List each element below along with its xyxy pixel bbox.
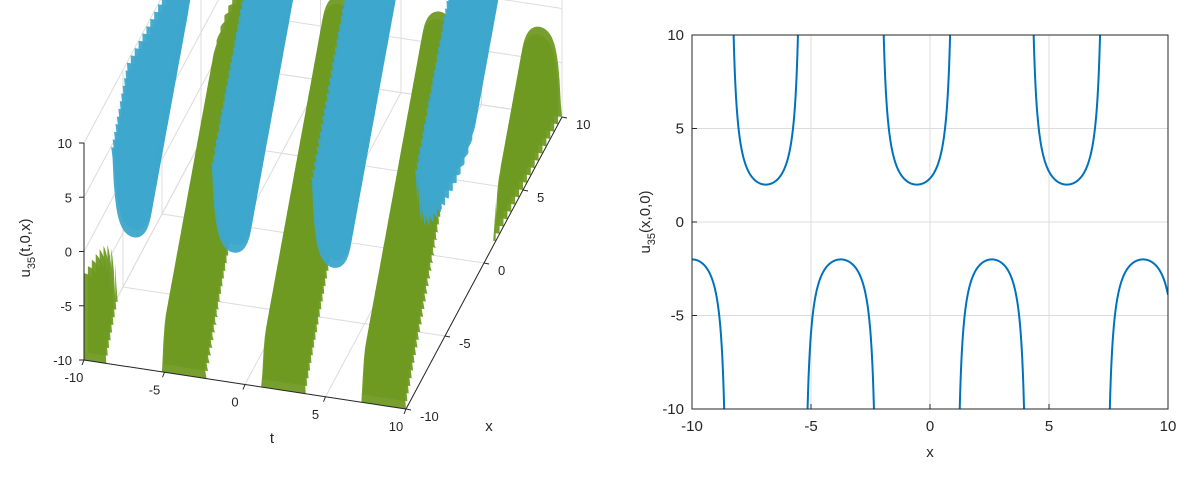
surface-axes — [79, 116, 568, 415]
y-tick-label: -5 — [671, 308, 684, 325]
x-tick-label: 10 — [1160, 418, 1177, 435]
x-tick-label: 0 — [498, 263, 505, 278]
surface-t-axis-label: t — [270, 430, 275, 447]
surface-lower-branch — [259, 303, 309, 395]
t-tick-mark — [323, 396, 326, 402]
surface-upper-branch — [209, 162, 259, 253]
line-chart-frame — [691, 34, 1169, 410]
surface-upper-branch — [110, 147, 159, 238]
surface-z-axis-label: u35(t,0,x) — [17, 219, 38, 278]
x-tick-label: -5 — [804, 418, 817, 435]
t-tick-label: -10 — [65, 370, 84, 385]
x-tick-mark — [561, 116, 568, 119]
line-chart-grid — [691, 34, 1169, 410]
line-x-axis-label: x — [926, 444, 934, 461]
z-tick-label: 10 — [58, 136, 72, 151]
x-tick-label: 0 — [926, 418, 934, 435]
y-tick-label: -10 — [662, 401, 684, 418]
x-tick-label: -10 — [681, 418, 703, 435]
z-tick-label: 0 — [65, 245, 72, 260]
t-tick-label: 5 — [312, 407, 319, 422]
t-tick-label: -5 — [149, 382, 161, 397]
y-tick-label: 10 — [667, 27, 684, 44]
x-tick-mark — [405, 408, 412, 411]
surface-lower-branch — [492, 172, 500, 234]
surface-lower-branch — [159, 288, 208, 379]
surface-chart: -10 -5 0 5 10 -10 -5 0 5 10 -10 -5 0 5 10 t x u35(t,0,… — [17, 0, 590, 447]
surface-plot — [84, 0, 562, 409]
y-tick-label: 5 — [676, 121, 684, 138]
surface-upper-branch — [309, 177, 358, 268]
surface-upper-branch — [414, 161, 422, 224]
surface-upper-branch — [189, 0, 191, 7]
surface-lower-branch — [358, 318, 406, 409]
t-tick-label: 0 — [231, 395, 238, 410]
t-tick-mark — [242, 384, 246, 390]
z-tick-label: -5 — [60, 299, 72, 314]
surface-x-axis-label: x — [485, 418, 493, 435]
x-tick-label: 5 — [1045, 418, 1053, 435]
x-tick-label: -5 — [459, 336, 471, 351]
x-tick-label: 10 — [576, 117, 590, 132]
t-tick-label: 10 — [389, 419, 403, 434]
z-tick-label: 5 — [65, 190, 72, 205]
back-wall-grid-line — [502, 0, 563, 9]
x-tick-label: -10 — [420, 409, 439, 424]
x-tick-mark — [522, 189, 529, 192]
x-tick-label: 5 — [537, 190, 544, 205]
x-tick-mark — [483, 262, 490, 265]
surface-tick-labels: -10 -5 0 5 10 -10 -5 0 5 10 -10 -5 0 5 10 — [53, 117, 590, 434]
line-chart-tick-labels: -10 -5 0 5 10 -10 -5 0 5 10 — [662, 27, 1176, 435]
surface-lower-branch — [490, 201, 496, 242]
y-tick-label: 0 — [676, 214, 684, 231]
line-y-axis-label: u35(x,0,0) — [637, 190, 658, 253]
t-tick-mark — [162, 372, 165, 378]
z-tick-label: -10 — [53, 353, 72, 368]
surface-lower-branch — [84, 273, 109, 364]
line-series — [692, 35, 1168, 409]
t-tick-mark — [403, 408, 407, 415]
left-wall-grid-line — [83, 0, 161, 144]
t-tick-mark — [81, 359, 85, 366]
surface-upper-branch — [412, 169, 418, 210]
surface-lower-branch — [115, 263, 121, 303]
x-tick-mark — [444, 335, 451, 338]
back-wall-grid-line — [239, 67, 563, 118]
back-wall-grid-line — [239, 13, 563, 64]
